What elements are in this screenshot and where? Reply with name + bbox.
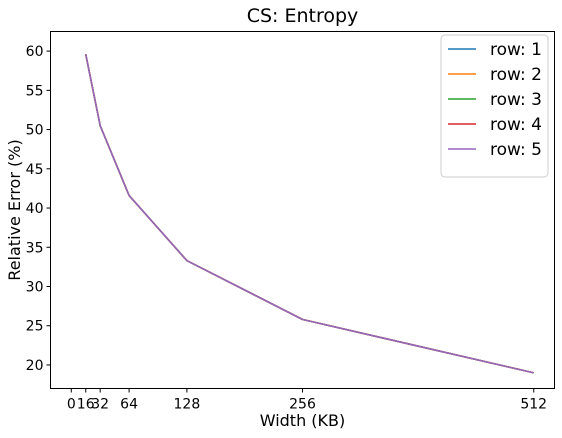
legend-box bbox=[440, 34, 549, 178]
legend-item-row-2[interactable]: row: 2 bbox=[448, 65, 542, 85]
x-tick-label: 32 bbox=[91, 397, 109, 413]
legend-label: row: 3 bbox=[490, 90, 542, 110]
y-tick-label: 20 bbox=[26, 358, 44, 374]
x-tick-label: 16 bbox=[77, 397, 95, 413]
y-axis-ticks: 20 25 30 35 40 45 50 55 60 bbox=[26, 44, 51, 374]
y-tick-label: 60 bbox=[26, 44, 44, 60]
x-tick-label: 512 bbox=[520, 397, 547, 413]
chart-title: CS: Entropy bbox=[247, 5, 359, 27]
y-tick-label: 35 bbox=[26, 240, 44, 256]
y-tick-label: 50 bbox=[26, 123, 44, 139]
legend-item-row-3[interactable]: row: 3 bbox=[448, 90, 542, 110]
x-axis-label: Width (KB) bbox=[260, 411, 346, 430]
x-tick-label: 128 bbox=[174, 397, 201, 413]
legend-label: row: 1 bbox=[490, 40, 542, 60]
y-tick-label: 45 bbox=[26, 162, 44, 178]
y-tick-label: 55 bbox=[26, 83, 44, 99]
y-tick-label: 40 bbox=[26, 201, 44, 217]
x-tick-label: 256 bbox=[289, 397, 316, 413]
legend-label: row: 4 bbox=[490, 115, 542, 135]
y-tick-label: 30 bbox=[26, 280, 44, 296]
series-layer bbox=[84, 54, 534, 374]
x-tick-label: 64 bbox=[120, 397, 138, 413]
y-tick-label: 25 bbox=[26, 319, 44, 335]
y-axis-label: Relative Error (%) bbox=[5, 139, 24, 280]
legend-label: row: 5 bbox=[490, 140, 542, 160]
legend-item-row-5[interactable]: row: 5 bbox=[448, 140, 542, 160]
legend[interactable]: row: 1 row: 2 row: 3 row: 4 row: 5 bbox=[440, 34, 549, 178]
x-tick-label: 0 bbox=[67, 397, 76, 413]
legend-item-row-4[interactable]: row: 4 bbox=[448, 115, 542, 135]
series-line-row-5 bbox=[84, 54, 534, 374]
legend-label: row: 2 bbox=[490, 65, 542, 85]
legend-item-row-1[interactable]: row: 1 bbox=[448, 40, 542, 60]
